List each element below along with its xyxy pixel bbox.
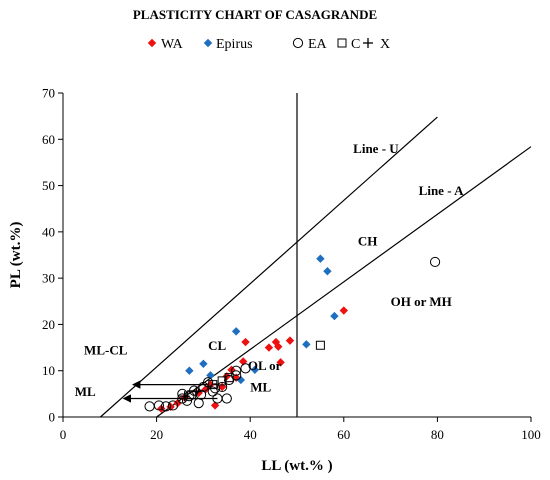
legend-label: WA	[161, 37, 184, 52]
legend-marker	[147, 38, 157, 48]
y-tick-label: 40	[42, 224, 55, 239]
data-point	[217, 376, 227, 386]
data-point	[231, 365, 242, 376]
series-c	[187, 340, 325, 400]
legend-label: Epirus	[216, 37, 253, 52]
data-point	[236, 375, 246, 385]
data-point	[429, 256, 441, 268]
y-tick-label: 60	[42, 132, 55, 147]
data-point	[202, 377, 214, 388]
legend: WA Epirus EA C X	[147, 37, 390, 52]
data-point	[177, 388, 188, 399]
x-tick-label: 0	[60, 427, 67, 442]
data-point	[221, 393, 232, 404]
legend-label: X	[380, 37, 390, 52]
axes: 0 20 40 60 80 100 0 10 20 30 40 50 60 70	[42, 86, 541, 443]
data-point	[199, 359, 208, 368]
data-point	[241, 337, 250, 347]
line-line-a	[156, 146, 532, 418]
data-point	[173, 398, 182, 408]
data-point	[153, 400, 165, 411]
data-point	[207, 386, 218, 397]
data-point	[231, 327, 241, 336]
data-point	[231, 373, 241, 382]
legend-entry-wa: WA	[147, 37, 184, 52]
data-point	[339, 306, 348, 315]
annotation-label: CH	[358, 234, 378, 249]
data-point	[264, 343, 274, 352]
legend-marker	[203, 38, 213, 48]
x-axis-label: LL (wt.% )	[261, 458, 332, 474]
series-ea	[144, 256, 441, 412]
data-point	[179, 391, 190, 402]
data-point	[330, 311, 339, 321]
annotation-label: Line - A	[419, 183, 464, 198]
y-tick-label: 50	[42, 178, 55, 193]
annotation-label: OL or	[248, 358, 282, 373]
data-point	[185, 366, 194, 375]
annotation-label: Line - U	[353, 141, 399, 156]
y-tick-label: 30	[42, 271, 55, 286]
data-point	[224, 374, 235, 386]
legend-entry-x: X	[363, 37, 390, 52]
annotations: Line - U Line - A CH CL OH or MH ML-CL ML OL or…	[75, 141, 464, 399]
x-tick-label: 80	[431, 427, 444, 442]
line-line-u	[100, 116, 438, 418]
annotation-label: ML	[75, 384, 96, 399]
annotation-label: OH or MH	[391, 294, 452, 309]
data-point	[274, 342, 283, 351]
data-point	[144, 401, 155, 412]
data-point	[157, 404, 166, 413]
annotation-label: ML	[250, 380, 271, 395]
annotation-arrows	[122, 380, 218, 403]
data-point	[250, 365, 260, 374]
data-point	[187, 390, 197, 400]
y-axis-label: PL (wt.%)	[8, 222, 24, 289]
reference-lines	[100, 93, 532, 418]
data-point	[208, 380, 218, 390]
y-tick-label: 20	[42, 317, 55, 332]
annotation-label: CL	[208, 338, 226, 353]
legend-entry-ea: EA	[292, 37, 328, 52]
data-point	[302, 340, 311, 349]
data-point	[224, 373, 234, 383]
x-tick-label: 100	[521, 427, 541, 442]
chart-title: PLASTICITY CHART OF CASAGRANDE	[133, 7, 377, 22]
legend-label: EA	[308, 37, 328, 52]
x-tick-label: 40	[244, 427, 257, 442]
data-points	[144, 254, 441, 413]
data-point	[194, 388, 203, 398]
y-tick-label: 10	[42, 363, 55, 378]
series-epirus	[185, 254, 339, 385]
data-point	[285, 336, 295, 345]
data-point	[315, 340, 325, 350]
data-point	[276, 358, 285, 367]
x-tick-label: 20	[150, 427, 163, 442]
data-point	[191, 386, 202, 397]
legend-marker	[363, 38, 373, 48]
data-point	[217, 381, 228, 393]
series-x	[179, 386, 202, 402]
x-tick-label: 60	[337, 427, 350, 442]
data-point	[177, 393, 188, 404]
data-point	[323, 267, 332, 276]
data-point	[160, 401, 172, 412]
data-point	[193, 398, 204, 409]
data-point	[240, 363, 251, 374]
legend-entry-c: C	[337, 37, 360, 52]
legend-marker	[292, 37, 304, 49]
y-tick-label: 0	[49, 410, 56, 425]
data-point	[167, 400, 179, 411]
legend-entry-epirus: Epirus	[203, 37, 253, 52]
data-point	[231, 370, 242, 381]
legend-marker	[337, 38, 347, 48]
data-point	[316, 254, 325, 263]
legend-label: C	[351, 37, 360, 52]
annotation-label: ML-CL	[84, 343, 128, 358]
y-tick-label: 70	[42, 86, 55, 101]
